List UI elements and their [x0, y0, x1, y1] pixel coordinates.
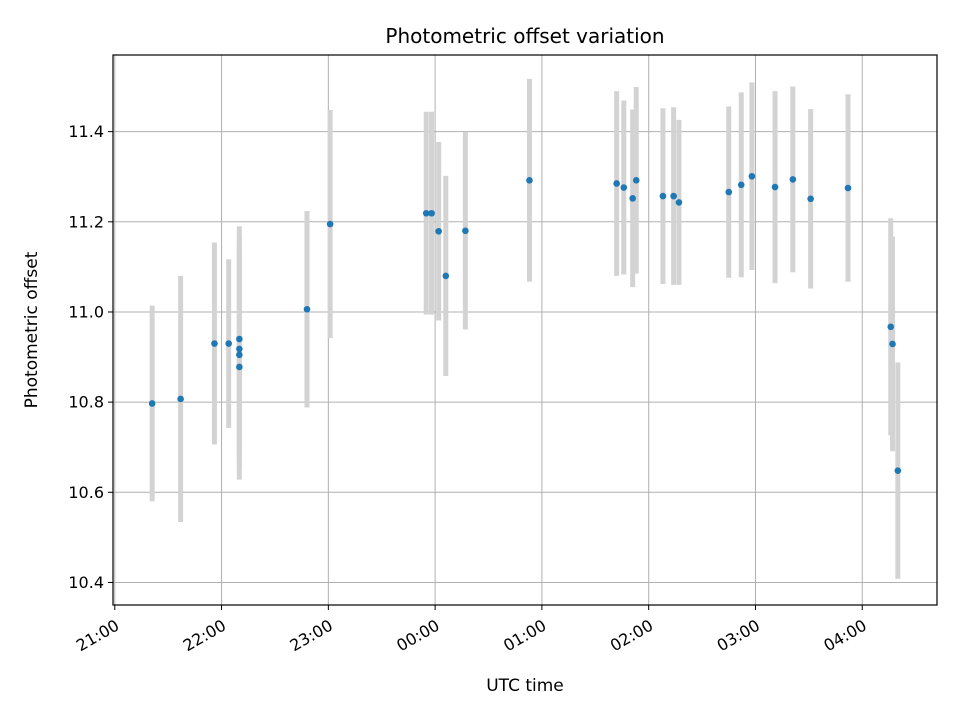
data-point — [435, 227, 442, 235]
data-point — [442, 272, 450, 280]
y-axis-label: Photometric offset — [22, 251, 42, 408]
data-point — [629, 195, 636, 202]
y-tick-label: 11.4 — [68, 122, 104, 141]
x-axis-label: UTC time — [486, 676, 564, 696]
data-point — [894, 467, 902, 474]
data-point — [675, 199, 683, 206]
data-point — [236, 351, 243, 359]
data-point — [526, 177, 533, 184]
data-point — [887, 323, 895, 331]
data-point — [807, 195, 814, 203]
y-tick-label: 11.0 — [68, 302, 104, 321]
data-point — [428, 209, 435, 217]
y-tick-label: 10.8 — [68, 393, 104, 412]
grid-lines — [113, 55, 937, 605]
plot-frame — [112, 54, 938, 606]
data-point — [771, 183, 779, 191]
data-point — [225, 340, 232, 347]
y-tick-label: 11.2 — [68, 212, 104, 231]
data-point — [236, 335, 243, 343]
y-tick-label: 10.4 — [68, 573, 104, 592]
data-point — [620, 184, 628, 191]
data-point — [236, 345, 243, 353]
data-point — [889, 340, 896, 348]
data-point — [737, 181, 745, 189]
chart-title: Photometric offset variation — [385, 24, 664, 48]
data-point — [303, 305, 311, 313]
data-points — [148, 172, 902, 474]
y-tick-label: 10.6 — [68, 483, 104, 502]
data-point — [236, 363, 243, 371]
data-point — [422, 209, 430, 217]
data-point — [632, 177, 640, 184]
data-point — [326, 220, 334, 228]
data-point — [177, 395, 184, 403]
data-point — [613, 180, 620, 187]
data-point — [211, 340, 218, 347]
data-point — [462, 227, 469, 235]
data-point — [789, 176, 797, 183]
data-point — [748, 172, 756, 180]
data-point — [148, 400, 156, 407]
data-point — [659, 192, 667, 200]
data-point — [725, 188, 733, 196]
data-point — [844, 184, 852, 192]
data-point — [670, 192, 677, 200]
